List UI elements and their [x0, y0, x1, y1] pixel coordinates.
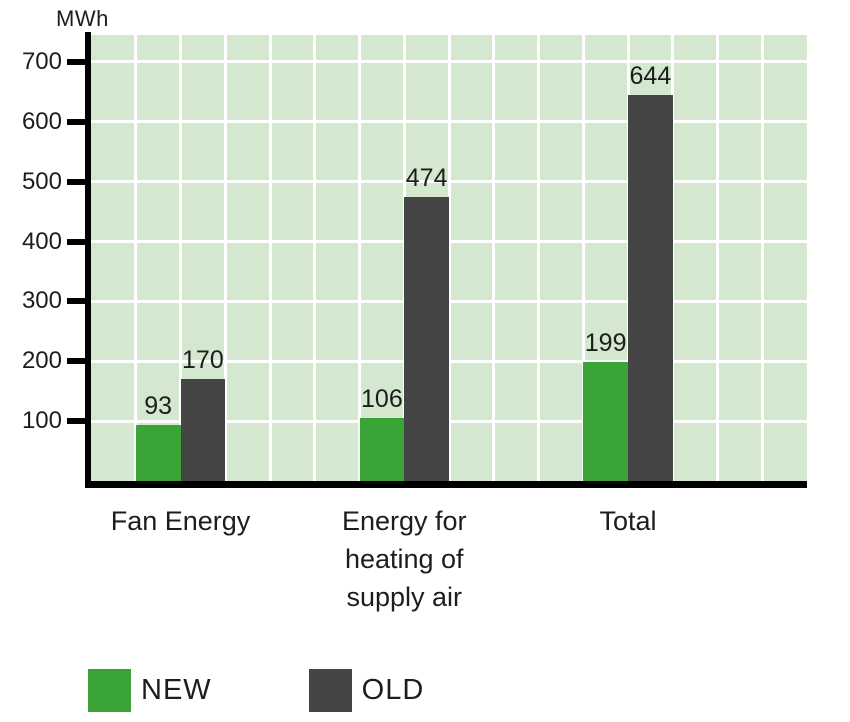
bar-old: [404, 197, 449, 481]
bar-value-label: 93: [144, 392, 173, 421]
y-axis-unit-label: MWh: [56, 6, 109, 31]
bar-value-label: 170: [182, 346, 224, 375]
y-tick-mark: [67, 238, 91, 245]
gridline-vertical: [358, 35, 361, 481]
y-tick-mark: [67, 178, 91, 185]
gridline-horizontal: [91, 60, 807, 64]
gridline-vertical: [760, 35, 764, 481]
y-tick-label: 400: [21, 227, 62, 255]
bar-value-label: 199: [584, 328, 627, 357]
bar-old: [180, 379, 226, 481]
bar-value-label: 106: [361, 384, 403, 413]
bar-new: [583, 361, 628, 481]
y-tick-label: 300: [21, 287, 62, 315]
x-category-label: Fan Energy: [110, 506, 251, 536]
bar-new: [359, 417, 405, 481]
gridline-vertical: [179, 35, 182, 481]
gridline-vertical: [581, 35, 585, 481]
gridline-horizontal: [91, 359, 807, 363]
legend-item-old: OLD: [308, 669, 425, 712]
gridline-vertical: [537, 35, 540, 481]
gridline-vertical: [134, 35, 138, 481]
legend-label: NEW: [141, 674, 212, 706]
gridline-vertical: [671, 35, 675, 481]
y-tick-mark: [67, 418, 91, 425]
gridline-vertical: [268, 35, 272, 481]
gridline-horizontal: [91, 299, 807, 303]
y-tick-mark: [67, 118, 91, 125]
gridline-vertical: [313, 35, 317, 481]
bar-new: [135, 425, 181, 481]
bar-old: [628, 95, 673, 481]
gridline-horizontal: [91, 120, 807, 124]
x-axis-line: [85, 481, 807, 488]
bar-value-label: 644: [629, 62, 672, 91]
y-tick-label: 100: [21, 407, 62, 435]
legend-item-new: NEW: [88, 669, 212, 712]
y-tick-mark: [67, 298, 91, 305]
y-axis-line: [85, 32, 91, 488]
bar-value-label: 474: [405, 164, 448, 193]
y-tick-label: 200: [21, 347, 62, 375]
y-tick-label: 500: [21, 167, 62, 195]
legend-swatch-new: [88, 669, 131, 712]
gridline-horizontal: [91, 240, 807, 244]
y-tick-mark: [67, 358, 91, 365]
x-category-label: Total: [599, 506, 657, 536]
y-tick-label: 600: [21, 107, 62, 135]
plot-area: 93 170 106 474 199 644: [91, 35, 807, 481]
gridline-vertical: [716, 35, 719, 481]
gridline-vertical: [223, 35, 227, 481]
gridline-horizontal: [91, 180, 807, 184]
gridline-horizontal: [91, 419, 807, 423]
legend-swatch-old: [308, 669, 352, 712]
legend: NEW OLD: [88, 669, 424, 712]
x-category-label: Energy for heating of supply air: [341, 506, 467, 612]
gridline-vertical: [447, 35, 451, 481]
legend-label: OLD: [361, 674, 425, 706]
y-tick-mark: [67, 58, 91, 65]
gridline-vertical: [492, 35, 496, 481]
y-tick-label: 700: [21, 47, 62, 75]
